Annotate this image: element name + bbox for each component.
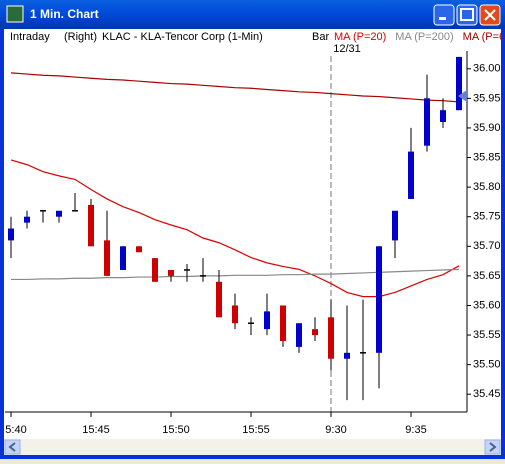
candle-body bbox=[8, 228, 14, 241]
date-annotation: 12/31 bbox=[333, 43, 361, 55]
candle-body bbox=[328, 317, 334, 359]
y-tick-label: 35.70 bbox=[473, 240, 501, 252]
x-tick-label: 15:45 bbox=[82, 424, 110, 436]
y-tick-label: 35.45 bbox=[473, 388, 501, 400]
minimize-icon bbox=[439, 17, 446, 20]
x-tick-label: 15:55 bbox=[242, 424, 270, 436]
legend-entry: MA (P=20) bbox=[334, 31, 386, 43]
header-text: KLAC - KLA-Tencor Corp (1-Min) bbox=[102, 31, 263, 43]
candle-body bbox=[408, 151, 414, 199]
title-bar bbox=[0, 0, 505, 29]
scroll-left-icon bbox=[8, 442, 16, 452]
candle-body bbox=[264, 311, 270, 330]
window-icon bbox=[6, 5, 24, 23]
candle-body bbox=[136, 246, 142, 253]
y-tick-label: 36.00 bbox=[473, 63, 501, 75]
candle-body bbox=[456, 56, 462, 111]
scroll-right[interactable] bbox=[484, 439, 501, 455]
candle-body bbox=[312, 329, 318, 336]
candle-body bbox=[392, 210, 398, 241]
legend-entry: MA (P=200) bbox=[395, 31, 453, 43]
legend-entry: MA (P=6 bbox=[463, 31, 505, 43]
scroll-left[interactable] bbox=[4, 439, 21, 455]
x-tick-label: 15:50 bbox=[162, 424, 190, 436]
candle-body bbox=[168, 269, 174, 276]
candle-body bbox=[280, 305, 286, 341]
ma-line bbox=[10, 159, 460, 298]
candle-body bbox=[376, 246, 382, 353]
chart-header: Intraday (Right) KLAC - KLA-Tencor Corp … bbox=[10, 31, 505, 43]
plot bbox=[8, 56, 462, 401]
candle-body bbox=[120, 246, 126, 270]
y-tick-label: 35.95 bbox=[473, 92, 501, 104]
close-icon bbox=[484, 9, 496, 21]
y-tick-label: 35.65 bbox=[473, 270, 501, 282]
y-tick-label: 35.60 bbox=[473, 299, 501, 311]
scroll-right-icon bbox=[489, 442, 497, 452]
candle-body bbox=[24, 216, 30, 223]
x-tick-label: 9:30 bbox=[325, 424, 346, 436]
ma-line bbox=[11, 268, 460, 281]
candle-body bbox=[104, 240, 110, 276]
candle-body bbox=[56, 210, 62, 217]
y-tick-label: 35.75 bbox=[473, 211, 501, 223]
minimize-button[interactable] bbox=[433, 4, 455, 26]
candle-body bbox=[232, 305, 238, 324]
chart-area bbox=[4, 29, 501, 455]
candle-body bbox=[440, 110, 446, 123]
y-tick-label: 35.50 bbox=[473, 359, 501, 371]
candle-body bbox=[424, 98, 430, 146]
candle-body bbox=[344, 352, 350, 359]
x-tick-label: 5:40 bbox=[5, 424, 26, 436]
maximize-icon bbox=[460, 8, 474, 21]
header-text: (Right) bbox=[64, 31, 97, 43]
window-title: 1 Min. Chart bbox=[30, 7, 99, 21]
horizontal-scrollbar[interactable] bbox=[4, 439, 501, 455]
y-tick-label: 35.85 bbox=[473, 151, 501, 163]
last-price-marker bbox=[458, 90, 467, 102]
header-text: Intraday bbox=[10, 31, 50, 43]
candle-body bbox=[152, 258, 158, 282]
header-text: Bar bbox=[312, 31, 329, 43]
candle-body bbox=[296, 323, 302, 347]
ma-line bbox=[10, 72, 460, 103]
y-tick-label: 35.80 bbox=[473, 181, 501, 193]
x-tick-label: 9:35 bbox=[405, 424, 426, 436]
candle-body bbox=[216, 281, 222, 318]
y-tick-label: 35.90 bbox=[473, 122, 501, 134]
y-tick-label: 35.55 bbox=[473, 329, 501, 341]
candle-body bbox=[88, 204, 94, 247]
